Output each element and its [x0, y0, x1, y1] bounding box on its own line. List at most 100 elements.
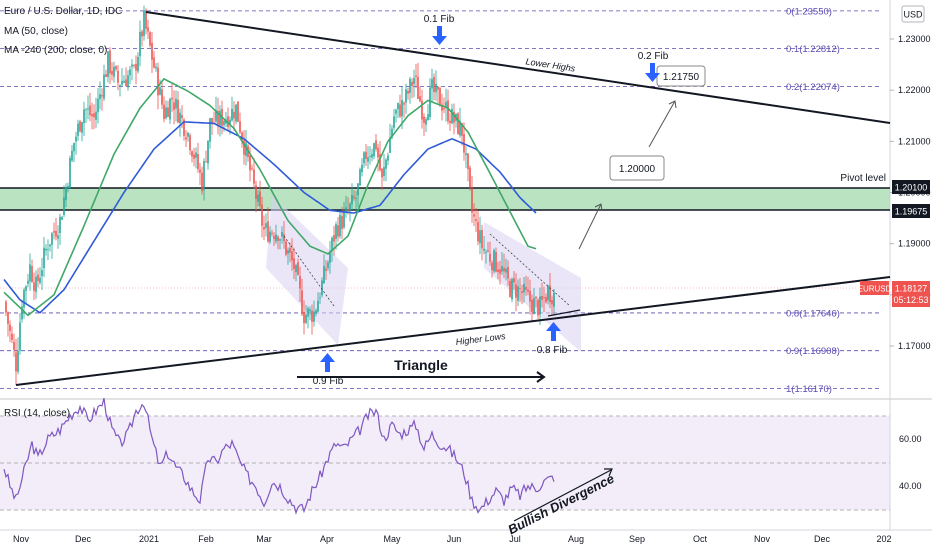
target-2-box[interactable] — [609, 155, 665, 181]
candle-body — [363, 152, 365, 164]
lower-highs-trendline[interactable] — [145, 11, 891, 124]
candle-body — [523, 283, 525, 293]
candle-body — [411, 81, 413, 86]
fib-02-label: 0.2 Fib — [638, 51, 669, 62]
candle-body — [183, 119, 185, 136]
candle-body — [293, 258, 295, 270]
symbol-title[interactable]: Euro / U.S. Dollar, 1D, IDC — [4, 6, 122, 17]
fibonacci-levels[interactable]: 0(1.23550) 0.1(1.22812) 0.2(1.22074) 0.8(1.… — [0, 6, 880, 395]
candle-body — [131, 64, 133, 67]
descending-channel-march[interactable] — [266, 195, 348, 345]
candle-body — [481, 229, 483, 249]
candle-body — [123, 80, 125, 83]
ma50-line[interactable] — [3, 77, 537, 317]
candle-body — [49, 244, 51, 247]
candle-body — [495, 251, 497, 272]
candle-body — [271, 233, 273, 235]
candle-body — [165, 107, 167, 119]
fib-09-arrow-icon — [320, 353, 335, 372]
candle-body — [543, 297, 545, 298]
time-axis[interactable]: Nov Dec 2021 Feb Mar Apr May Jun Jul Aug Sep Oct Nov… — [13, 534, 892, 544]
rsi-legend[interactable]: RSI (14, close) — [4, 408, 70, 419]
candle-body — [73, 142, 75, 152]
candle-body — [145, 10, 147, 29]
currency-button[interactable] — [901, 5, 925, 23]
projection-arrowhead-2 — [668, 100, 677, 109]
candle-body — [71, 150, 73, 161]
candle-body — [171, 97, 173, 100]
candle-body — [533, 298, 535, 315]
candle-body — [243, 140, 245, 155]
candle-body — [551, 300, 553, 305]
candle-body — [207, 140, 209, 164]
candle-body — [303, 311, 305, 324]
candle-body — [195, 152, 197, 158]
candle-body — [197, 153, 199, 170]
descending-channel-july[interactable] — [484, 222, 581, 352]
candle-body — [343, 211, 345, 228]
candle-body — [487, 250, 489, 252]
rsi-axis[interactable]: 60.00 40.00 — [899, 434, 922, 491]
candle-body — [393, 116, 395, 128]
candle-body — [305, 314, 307, 323]
candle-body — [477, 221, 479, 242]
candle-body — [111, 70, 113, 75]
fib-level-label: 0.1(1.22812) — [786, 44, 840, 55]
candle-body — [249, 155, 251, 171]
candle-body — [143, 10, 145, 36]
candle-body — [267, 221, 269, 242]
candle-body — [469, 167, 471, 188]
candle-body — [383, 167, 385, 177]
candle-body — [531, 299, 533, 313]
candle-body — [283, 234, 285, 242]
pivot-zone — [0, 188, 890, 210]
ma50-legend[interactable]: MA (50, close) — [4, 26, 68, 37]
candle-body — [503, 267, 505, 272]
candle-body — [285, 241, 287, 255]
candle-body — [275, 234, 277, 242]
rsi-line[interactable] — [3, 398, 555, 515]
candle-body — [539, 296, 541, 315]
candle-body — [177, 99, 179, 123]
candle-body — [333, 235, 335, 242]
time-tick-label: Dec — [814, 534, 831, 544]
candle-body — [199, 169, 201, 173]
candle-body — [461, 122, 463, 136]
candle-body — [63, 197, 65, 216]
candle-body — [93, 113, 95, 118]
candle-body — [473, 214, 475, 217]
candle-body — [29, 264, 31, 282]
candle-body — [23, 289, 25, 308]
candle-body — [415, 75, 417, 77]
candle-body — [361, 164, 363, 173]
candle-body — [257, 194, 259, 202]
pivot-lower-tag — [892, 204, 930, 218]
higher-lows-trendline[interactable] — [15, 276, 891, 386]
candle-body — [203, 161, 205, 191]
candle-body — [373, 143, 375, 157]
divergence-arrowhead-icon — [604, 468, 613, 477]
time-tick-label: May — [383, 534, 401, 544]
pivot-lower-tag-text: 1.19675 — [895, 207, 928, 217]
candle-body — [241, 132, 243, 141]
time-tick-label: Apr — [320, 534, 334, 544]
candle-body — [55, 230, 57, 237]
time-tick-label: Aug — [568, 534, 584, 544]
candle-body — [11, 333, 13, 340]
candle-body — [223, 121, 225, 126]
ma200-legend[interactable]: MA -240 (200, close, 0) — [4, 45, 107, 56]
ma200-line[interactable] — [3, 121, 537, 314]
candle-body — [19, 322, 21, 351]
candle-body — [151, 42, 153, 60]
candle-body — [81, 122, 83, 133]
candle-body — [485, 251, 487, 253]
candle-body — [31, 266, 33, 282]
currency-button-label: USD — [903, 10, 923, 20]
price-tick-label: 1.22000 — [898, 85, 931, 95]
candle-body — [51, 233, 53, 245]
candle-body — [513, 278, 515, 283]
candle-body — [37, 274, 39, 282]
candle-body — [57, 235, 59, 239]
candle-body — [127, 75, 129, 88]
